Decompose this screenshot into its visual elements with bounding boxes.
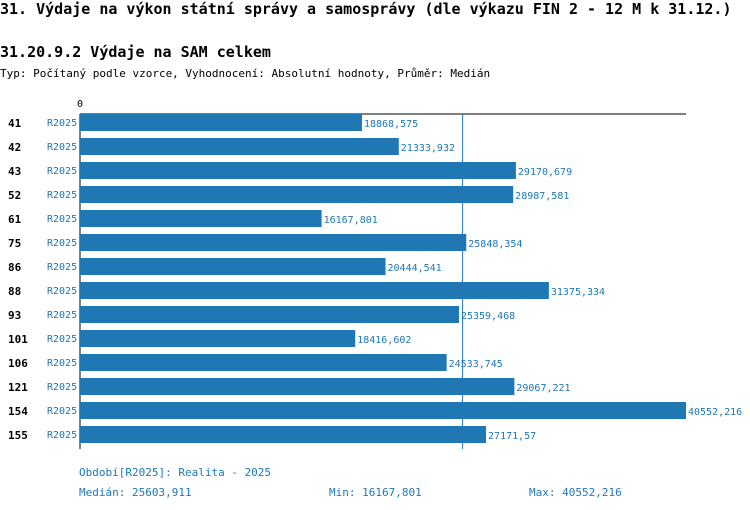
bar: [80, 378, 515, 395]
value-label: 29170,679: [518, 167, 572, 178]
bar: [80, 330, 356, 347]
median-summary: Medián: 25603,911: [79, 486, 192, 499]
category-label: 41: [8, 117, 22, 130]
bar: [80, 282, 549, 299]
value-label: 40552,216: [688, 407, 742, 418]
category-label: 106: [8, 357, 28, 370]
value-label: 31375,334: [551, 287, 605, 298]
bar: [80, 402, 686, 419]
bar: [80, 162, 516, 179]
series-label: R2025: [47, 142, 77, 153]
value-label: 25359,468: [461, 311, 515, 322]
value-label: 29067,221: [516, 383, 570, 394]
category-label: 75: [8, 237, 21, 250]
bar: [80, 114, 362, 131]
series-label: R2025: [47, 286, 77, 297]
bar: [80, 138, 399, 155]
series-label: R2025: [47, 382, 77, 393]
value-label: 20444,541: [388, 263, 442, 274]
value-label: 27171,57: [488, 431, 536, 442]
value-label: 18868,575: [364, 119, 418, 130]
value-label: 16167,801: [324, 215, 378, 226]
series-label: R2025: [47, 214, 77, 225]
category-label: 61: [8, 213, 22, 226]
bar: [80, 258, 386, 275]
indicator-type-line: Typ: Počítaný podle vzorce, Vyhodnocení:…: [0, 67, 491, 80]
category-label: 86: [8, 261, 22, 274]
series-label: R2025: [47, 430, 77, 441]
category-label: 52: [8, 189, 21, 202]
value-label: 24533,745: [449, 359, 503, 370]
bar: [80, 210, 322, 227]
category-label: 43: [8, 165, 21, 178]
report-title: 31. Výdaje na výkon státní správy a samo…: [0, 0, 732, 18]
bar: [80, 234, 467, 251]
value-label: 25848,354: [468, 239, 522, 250]
series-label: R2025: [47, 190, 77, 201]
series-label: R2025: [47, 262, 77, 273]
value-label: 21333,932: [401, 143, 455, 154]
bar: [80, 426, 487, 443]
min-summary: Min: 16167,801: [329, 486, 422, 499]
category-label: 88: [8, 285, 21, 298]
category-label: 155: [8, 429, 28, 442]
period-legend: Období[R2025]: Realita - 2025: [79, 466, 272, 479]
indicator-title: 31.20.9.2 Výdaje na SAM celkem: [0, 43, 271, 61]
bar: [80, 354, 447, 371]
bar: [80, 186, 514, 203]
category-label: 101: [8, 333, 28, 346]
bar: [80, 306, 459, 323]
series-label: R2025: [47, 358, 77, 369]
series-label: R2025: [47, 406, 77, 417]
series-label: R2025: [47, 238, 77, 249]
series-label: R2025: [47, 310, 77, 321]
value-label: 28987,581: [515, 191, 569, 202]
category-label: 154: [8, 405, 28, 418]
series-label: R2025: [47, 118, 77, 129]
category-label: 93: [8, 309, 21, 322]
category-label: 42: [8, 141, 21, 154]
category-label: 121: [8, 381, 28, 394]
axis-zero-label: 0: [77, 99, 83, 110]
max-summary: Max: 40552,216: [529, 486, 622, 499]
series-label: R2025: [47, 334, 77, 345]
value-label: 18416,602: [357, 335, 411, 346]
series-label: R2025: [47, 166, 77, 177]
